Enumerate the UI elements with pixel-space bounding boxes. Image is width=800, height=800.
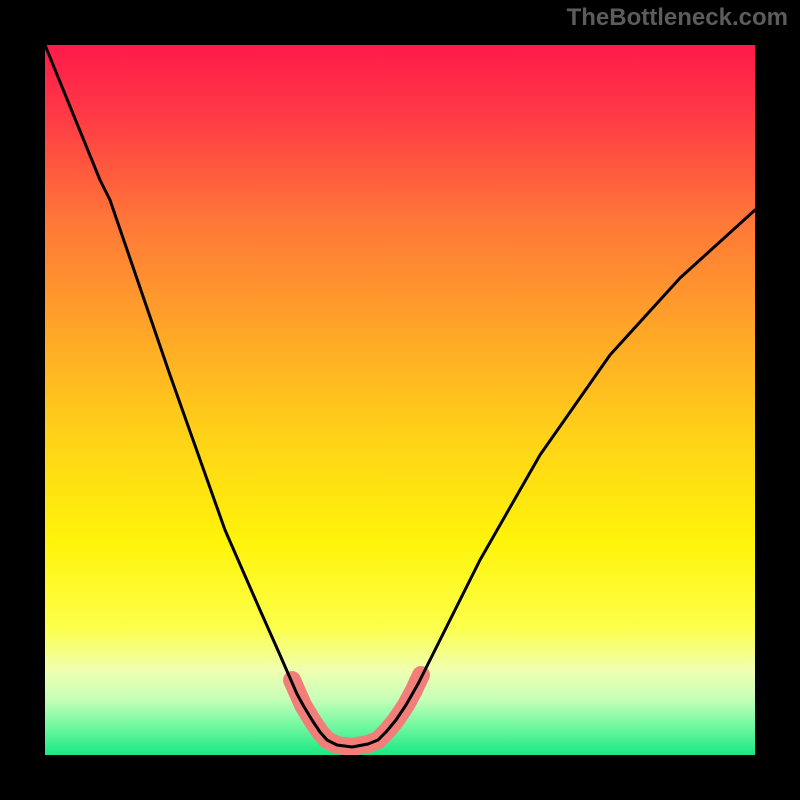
chart-background [45,45,755,755]
chart-container: TheBottleneck.com [0,0,800,800]
watermark-text: TheBottleneck.com [567,4,788,32]
bottleneck-chart [0,0,800,800]
